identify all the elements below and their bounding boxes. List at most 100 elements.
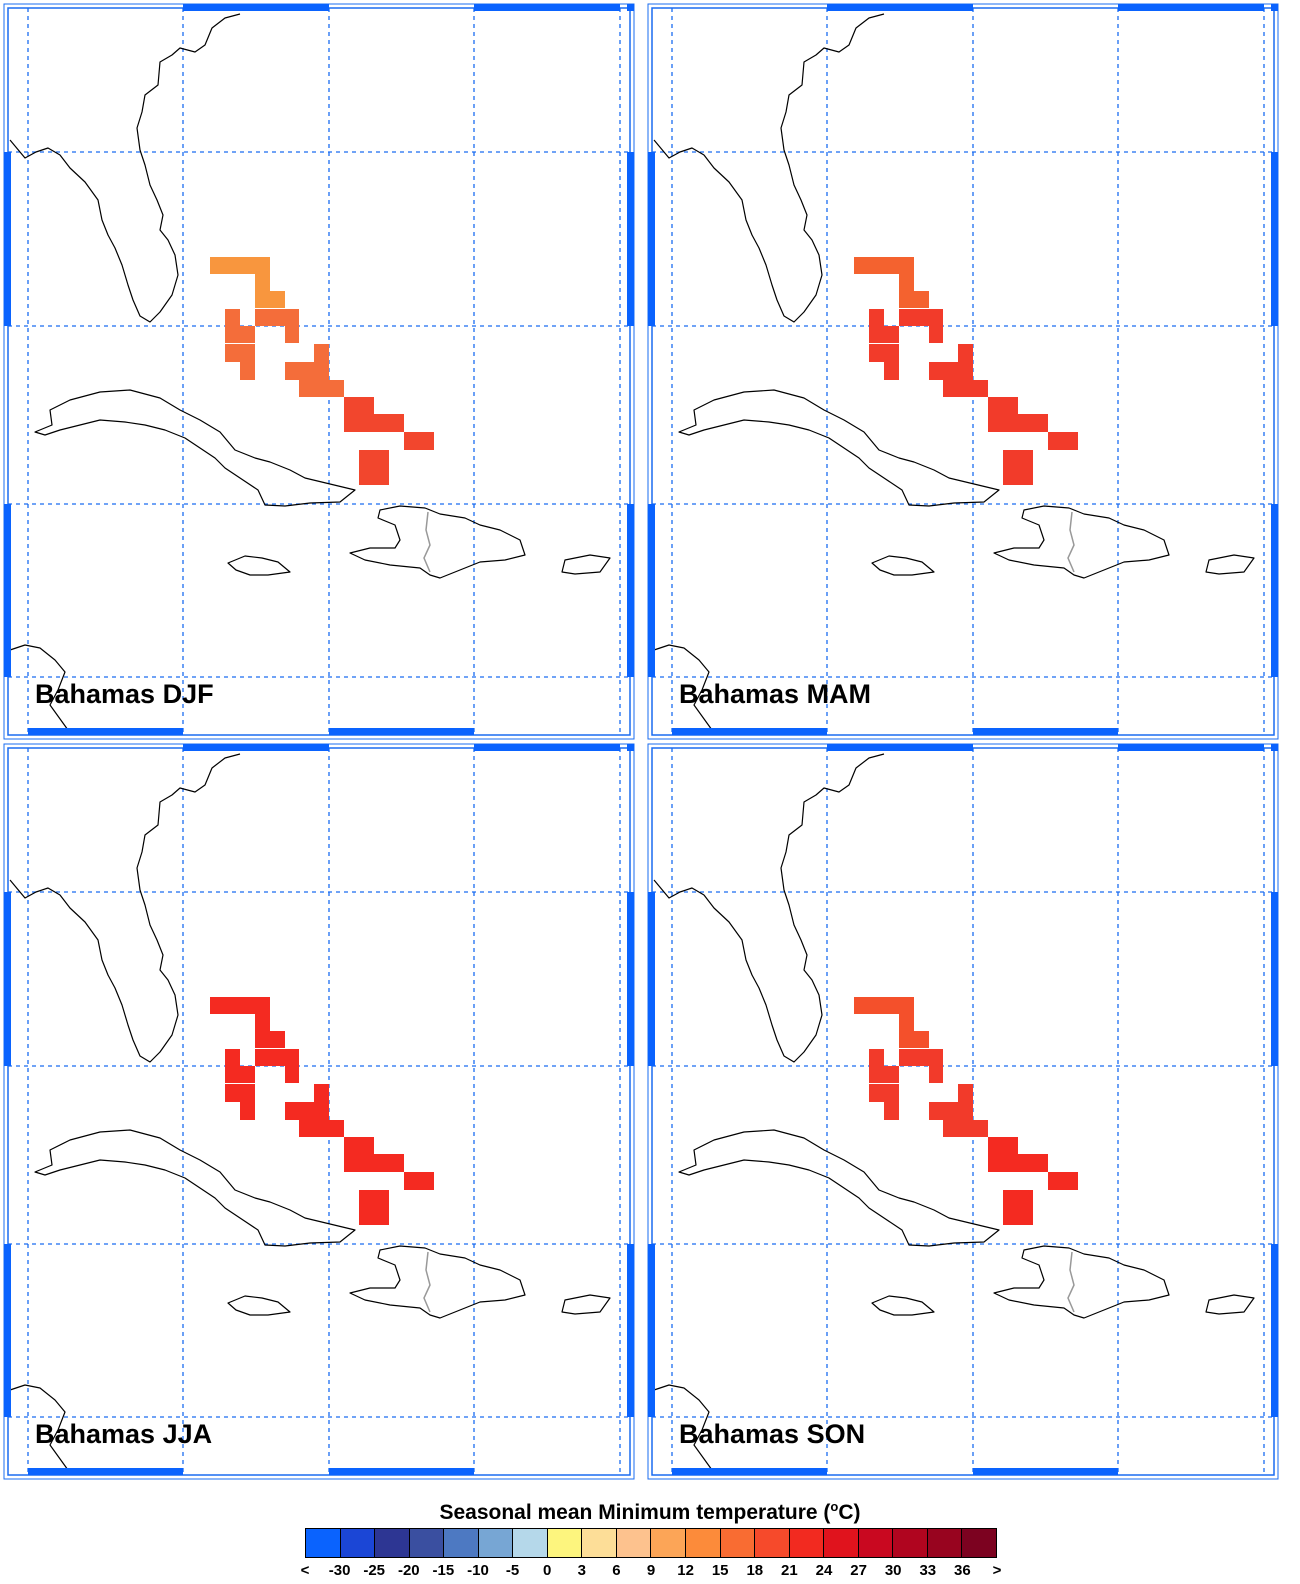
grid-cell: [988, 414, 1048, 432]
grid-cell: [929, 326, 943, 343]
legend-swatch: [755, 1529, 790, 1557]
grid-cell: [299, 1120, 344, 1137]
grid-cell: [255, 291, 285, 308]
grid-cell: [884, 362, 899, 380]
grid-cell: [929, 1102, 973, 1120]
grid-cell: [314, 344, 329, 362]
grid-cell: [1003, 450, 1033, 485]
grid-cell: [359, 1190, 389, 1225]
legend-swatch: [858, 1529, 894, 1557]
panel-label-djf: Bahamas DJF: [35, 679, 214, 709]
grid-cell: [929, 362, 973, 380]
map-panel-mam: [647, 3, 1279, 740]
legend-tick-label: 24: [815, 1562, 833, 1579]
legend-tick-label: 27: [850, 1562, 867, 1579]
grid-cell: [255, 274, 270, 291]
grid-cell: [869, 344, 899, 362]
grid-cell: [854, 997, 914, 1014]
legend-swatch: [720, 1529, 756, 1557]
grid-cell: [210, 997, 270, 1014]
grid-cell: [240, 362, 255, 380]
legend-colorbar: [305, 1528, 997, 1558]
legend-title: Seasonal mean Minimum temperature (oC): [300, 1500, 1000, 1523]
grid-cell: [225, 1049, 240, 1066]
map-panel-djf: [3, 3, 635, 740]
grid-cell: [255, 309, 299, 326]
grid-cell: [988, 397, 1018, 414]
grid-cell: [943, 1120, 988, 1137]
legend-swatch: [686, 1529, 721, 1557]
legend-tick-label: 21: [781, 1562, 798, 1579]
grid-cell: [958, 344, 973, 362]
grid-cell: [314, 1084, 329, 1102]
legend-tick-label: 0: [543, 1562, 552, 1579]
grid-cell: [225, 309, 240, 326]
grid-cell: [869, 1049, 884, 1066]
legend-swatch: [375, 1529, 410, 1557]
grid-cell: [988, 1154, 1048, 1172]
legend-tick-label: >: [992, 1562, 1002, 1579]
legend-tick-labels: < -30 -25 -20 -15 -10 -5 0 3 6 9 12 15 18 21 24 27 30 33 36…: [301, 1562, 1002, 1583]
grid-cell: [225, 344, 255, 362]
panel-label-mam: Bahamas MAM: [679, 679, 872, 709]
grid-cell: [225, 326, 255, 343]
legend-unit-sup: o: [830, 1499, 839, 1514]
legend-tick-label: 36: [954, 1562, 971, 1579]
grid-cell: [899, 274, 914, 291]
panel-label-jja: Bahamas JJA: [35, 1419, 213, 1449]
grid-cell: [854, 257, 914, 274]
grid-cell: [285, 1102, 329, 1120]
grid-cell: [988, 1137, 1018, 1154]
legend-swatch: [306, 1529, 341, 1557]
grid-cell: [404, 1172, 434, 1190]
grid-cell: [225, 1066, 255, 1083]
legend-swatch: [616, 1529, 652, 1557]
grid-cell: [884, 1102, 899, 1120]
legend-tick-label: 6: [612, 1562, 621, 1579]
grid-cell: [869, 1084, 899, 1102]
legend-swatch: [893, 1529, 928, 1557]
legend-swatch: [444, 1529, 479, 1557]
legend-tick-label: -15: [432, 1562, 455, 1579]
legend-swatch: [651, 1529, 687, 1557]
grid-cell: [344, 1137, 374, 1154]
grid-cell: [958, 1084, 973, 1102]
grid-cell: [943, 380, 988, 397]
legend-tick-label: 3: [577, 1562, 586, 1579]
grid-cell: [899, 1014, 914, 1031]
legend-tick-label: 33: [919, 1562, 937, 1579]
legend-swatch: [513, 1529, 548, 1557]
grid-cell: [255, 1014, 270, 1031]
grid-cell: [899, 291, 929, 308]
legend-tick-label: -25: [363, 1562, 386, 1579]
grid-cell: [869, 309, 884, 326]
legend-swatch: [927, 1529, 963, 1557]
map-grid: [3, 3, 1279, 1480]
panel-label-son: Bahamas SON: [679, 1419, 866, 1449]
legend-swatch: [824, 1529, 859, 1557]
grid-cell: [225, 1084, 255, 1102]
legend-tick-label: -20: [397, 1562, 420, 1579]
legend-swatch: [478, 1529, 514, 1557]
grid-cell: [299, 380, 344, 397]
legend-swatch: [340, 1529, 376, 1557]
legend-unit-end: C): [838, 1501, 861, 1524]
grid-cell: [344, 397, 374, 414]
grid-cell: [285, 1066, 299, 1083]
grid-cell: [899, 1049, 943, 1066]
grid-cell: [255, 1031, 285, 1048]
legend-title-text: Seasonal mean Minimum temperature (: [439, 1501, 831, 1524]
legend-tick-label: 30: [884, 1562, 902, 1579]
grid-cell: [285, 362, 329, 380]
legend-swatch: [789, 1529, 825, 1557]
grid-cell: [869, 326, 899, 343]
legend-tick-label: 9: [646, 1562, 656, 1579]
grid-cell: [1048, 432, 1078, 450]
grid-cell: [210, 257, 270, 274]
grid-cell: [404, 432, 434, 450]
legend-tick-label: 15: [711, 1562, 729, 1579]
grid-cell: [344, 414, 404, 432]
legend-swatch: [582, 1529, 617, 1557]
map-panel-jja: [3, 743, 635, 1480]
grid-cell: [899, 309, 943, 326]
